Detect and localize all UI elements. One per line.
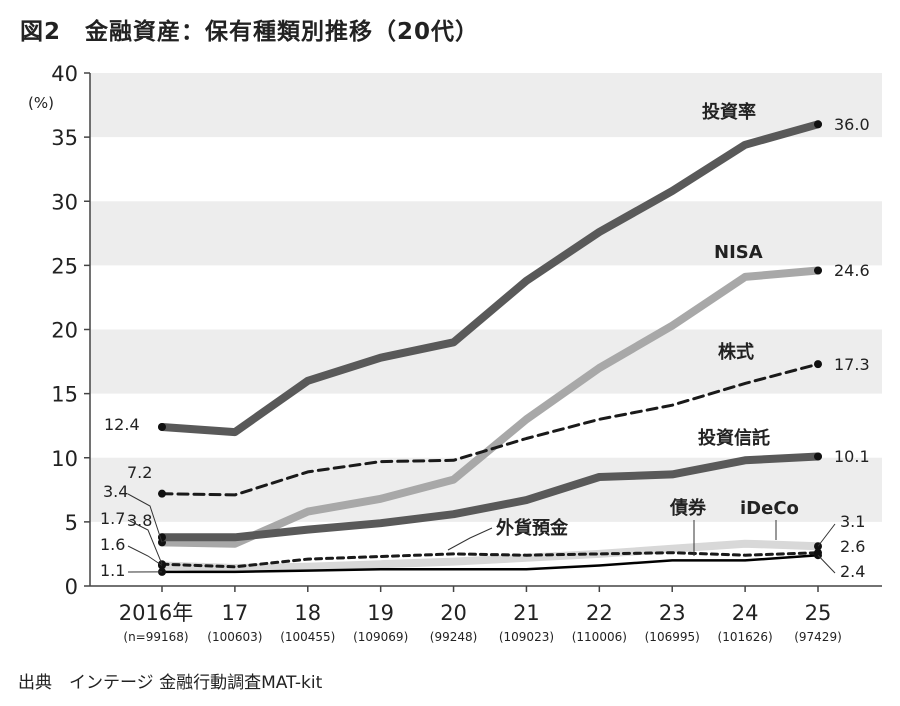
start-value-label: 12.4 bbox=[104, 415, 140, 434]
leader-line bbox=[127, 493, 163, 543]
data-point bbox=[814, 360, 822, 369]
end-value-label: 36.0 bbox=[834, 115, 870, 134]
x-tick-label: 23 bbox=[659, 601, 686, 625]
start-value-label: 1.6 bbox=[100, 535, 125, 554]
end-value-label: 3.1 bbox=[840, 512, 865, 531]
x-sample-size: (101626) bbox=[718, 630, 773, 644]
chart-title: 図2 金融資産：保有種類別推移（20代） bbox=[20, 19, 480, 45]
series-name-label: 投資率 bbox=[702, 101, 756, 123]
axis bbox=[84, 72, 882, 592]
y-tick-label: 0 bbox=[65, 575, 78, 599]
line-chart: 0 5 10 15 20 25 30 35 40 2016年 (n=99168) 17 (100603… bbox=[28, 62, 882, 644]
x-tick-label: 2016年 bbox=[119, 601, 193, 625]
series-line-投資率 bbox=[158, 120, 822, 437]
series-line-外貨預金 bbox=[160, 551, 820, 569]
y-tick-labels: 0 5 10 15 20 25 30 35 40 bbox=[51, 62, 78, 599]
series-lines bbox=[158, 120, 822, 576]
series-line-投資信託 bbox=[158, 452, 822, 542]
y-tick-label: 10 bbox=[51, 447, 78, 471]
x-tick-labels: 2016年 (n=99168) 17 (100603) 18 (100455) 19 (109… bbox=[119, 601, 842, 644]
grid-band bbox=[90, 73, 882, 138]
series-name-label: 投資信託 bbox=[698, 427, 770, 449]
y-tick-label: 30 bbox=[51, 190, 78, 214]
leader-line bbox=[447, 527, 493, 551]
leader-line bbox=[817, 523, 836, 547]
series-name-label: iDeCo bbox=[740, 498, 799, 519]
start-value-label: 1.7 bbox=[100, 509, 125, 528]
x-sample-size: (109023) bbox=[499, 630, 554, 644]
x-tick-label: 20 bbox=[440, 601, 467, 625]
end-value-label: 2.4 bbox=[840, 562, 865, 581]
y-tick-label: 35 bbox=[51, 126, 78, 150]
series-line-NISA bbox=[158, 266, 822, 548]
x-sample-size: (100603) bbox=[207, 630, 262, 644]
end-value-label: 17.3 bbox=[834, 355, 870, 374]
y-tick-label: 5 bbox=[65, 511, 78, 535]
series-name-label: 株式 bbox=[718, 341, 754, 363]
y-tick-label: 25 bbox=[51, 254, 78, 278]
x-tick-label: 25 bbox=[805, 601, 832, 625]
data-labels: 12.4 36.0 投資率 3.4 24.6 NISA 7.2 17.3 株式 3.8 10.1 投資… bbox=[100, 101, 870, 581]
data-point bbox=[814, 120, 822, 129]
y-tick-label: 15 bbox=[51, 383, 78, 407]
end-value-label: 24.6 bbox=[834, 261, 870, 280]
series-name-label: 外貨預金 bbox=[496, 517, 569, 539]
y-unit-label: (%) bbox=[28, 94, 54, 112]
start-value-label: 1.1 bbox=[100, 561, 125, 580]
end-value-label: 10.1 bbox=[834, 447, 870, 466]
leader-line bbox=[127, 519, 163, 565]
x-tick-label: 18 bbox=[294, 601, 321, 625]
grid-band bbox=[90, 329, 882, 394]
source-note: 出典 インテージ 金融行動調査MAT-kit bbox=[18, 673, 323, 693]
x-tick-label: 22 bbox=[586, 601, 613, 625]
y-tick-label: 40 bbox=[51, 62, 78, 86]
start-value-label: 3.4 bbox=[103, 482, 128, 501]
end-value-label: 2.6 bbox=[840, 537, 865, 556]
x-sample-size: (97429) bbox=[794, 630, 842, 644]
x-sample-size: (99248) bbox=[430, 630, 478, 644]
data-point bbox=[158, 422, 166, 431]
series-line-債券 bbox=[160, 553, 820, 574]
series-name-label: NISA bbox=[714, 242, 763, 263]
x-sample-size: (109069) bbox=[353, 630, 408, 644]
data-point bbox=[814, 266, 822, 275]
grid-bands bbox=[90, 73, 882, 522]
x-tick-label: 17 bbox=[222, 601, 249, 625]
y-tick-label: 20 bbox=[51, 319, 78, 343]
data-point bbox=[158, 489, 166, 498]
series-line-iDeCo bbox=[158, 539, 822, 572]
x-sample-size: (n=99168) bbox=[123, 630, 188, 644]
x-sample-size: (106995) bbox=[645, 630, 700, 644]
data-point bbox=[814, 452, 822, 461]
start-value-label: 7.2 bbox=[127, 463, 152, 482]
x-tick-label: 21 bbox=[513, 601, 540, 625]
x-tick-label: 19 bbox=[367, 601, 394, 625]
leader-line bbox=[127, 545, 163, 566]
start-value-label: 3.8 bbox=[127, 511, 152, 530]
leader-line bbox=[817, 554, 836, 574]
x-sample-size: (100455) bbox=[280, 630, 335, 644]
series-name-label: 債券 bbox=[669, 497, 707, 519]
x-sample-size: (110006) bbox=[572, 630, 627, 644]
x-tick-label: 24 bbox=[732, 601, 759, 625]
grid-band bbox=[90, 201, 882, 266]
series-line-株式 bbox=[160, 362, 820, 497]
